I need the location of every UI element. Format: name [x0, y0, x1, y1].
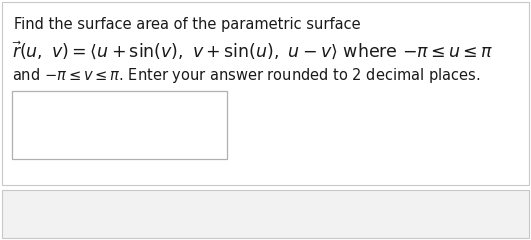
Text: $\vec{r}(u,\ v) = \langle u + \sin(v),\ v + \sin(u),\ u - v\rangle$ where $-\pi : $\vec{r}(u,\ v) = \langle u + \sin(v),\ …: [12, 39, 493, 61]
Text: Find the surface area of the parametric surface: Find the surface area of the parametric …: [14, 17, 361, 32]
FancyBboxPatch shape: [12, 91, 227, 159]
Text: and $-\pi \leq v \leq \pi$. Enter your answer rounded to 2 decimal places.: and $-\pi \leq v \leq \pi$. Enter your a…: [12, 66, 480, 85]
FancyBboxPatch shape: [2, 190, 529, 238]
